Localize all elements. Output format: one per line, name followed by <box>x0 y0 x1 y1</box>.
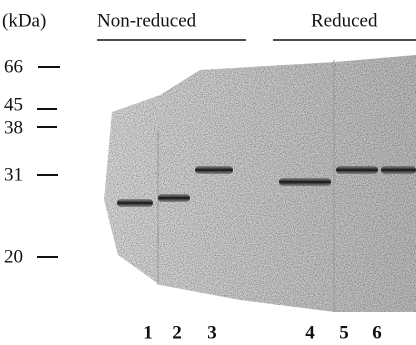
markers: 66 45 38 31 20 <box>4 56 60 267</box>
gel-figure: (kDa) Non-reduced Reduced 66 45 38 31 20… <box>0 0 416 345</box>
marker-label: 38 <box>4 117 23 138</box>
marker-label: 20 <box>4 246 23 267</box>
unit-label: (kDa) <box>2 10 46 31</box>
band <box>279 178 331 186</box>
band <box>336 166 378 174</box>
lane-label: 1 <box>143 322 153 343</box>
lane-label: 6 <box>372 322 382 343</box>
lane-label: 5 <box>339 322 349 343</box>
lane-label: 3 <box>207 322 217 343</box>
marker-label: 45 <box>4 94 23 115</box>
lane-labels: 1 2 3 4 5 6 <box>143 322 382 343</box>
band <box>195 166 233 174</box>
lane-label: 4 <box>305 322 315 343</box>
gel <box>104 55 416 312</box>
marker-label: 66 <box>4 56 23 77</box>
group-label: Reduced <box>311 10 378 31</box>
lane-label: 2 <box>172 322 182 343</box>
marker-label: 31 <box>4 164 23 185</box>
band <box>117 199 153 207</box>
group-label: Non-reduced <box>97 10 197 31</box>
band <box>158 194 190 202</box>
band <box>381 166 416 174</box>
